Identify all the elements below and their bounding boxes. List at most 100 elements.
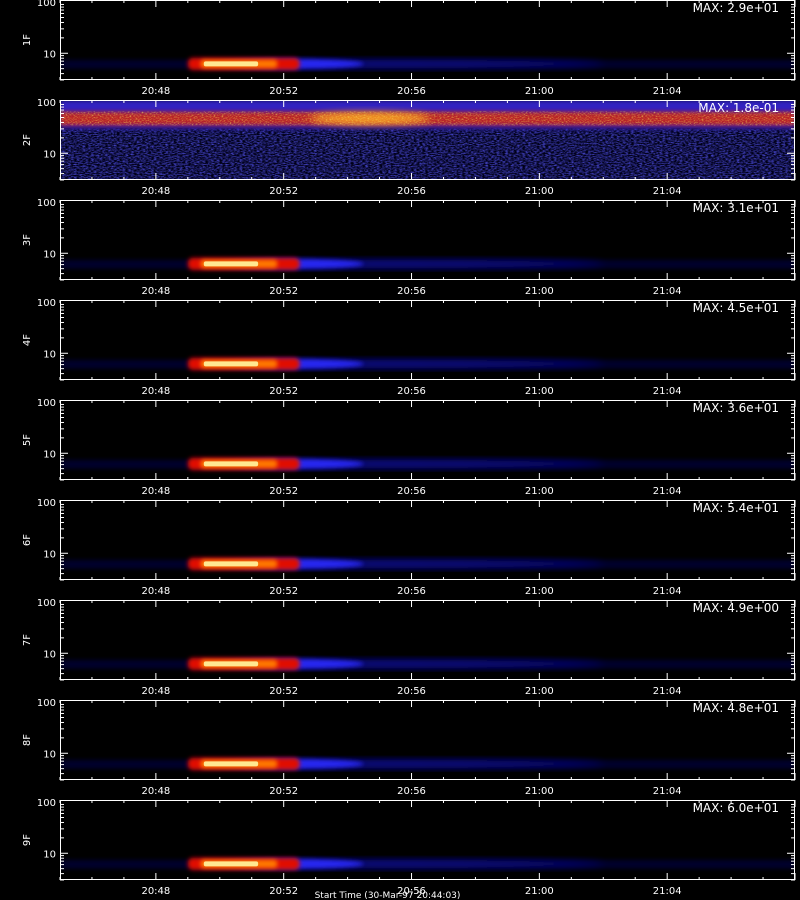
x-tick-label: 20:56 (397, 886, 426, 897)
x-tick-label: 20:56 (397, 286, 426, 297)
y-tick-label: 10 (43, 549, 56, 560)
x-axis: 20:48 20:52 20:56 21:00 21:04 (59, 700, 796, 797)
x-tick-label: 20:48 (141, 686, 170, 697)
panel-9f: 10 100 20:48 20:52 20:56 21:00 21:04 9F MAX: 6.0… (22, 798, 796, 897)
panel-label: 9F (22, 834, 33, 846)
flare-peak (203, 861, 259, 867)
plot-frame (60, 600, 795, 680)
x-tick-label: 20:52 (269, 586, 298, 597)
y-tick-label: 100 (37, 498, 56, 509)
y-tick-label: 100 (37, 398, 56, 409)
x-axis: 20:48 20:52 20:56 21:00 21:04 (59, 800, 796, 897)
plot-frame (60, 100, 795, 180)
x-tick-label: 20:52 (269, 386, 298, 397)
x-tick-label: 20:48 (141, 86, 170, 97)
panel-6f: 10 100 20:48 20:52 20:56 21:00 21:04 6F MAX: 5.4… (22, 498, 796, 597)
panel-label: 2F (22, 134, 33, 146)
x-tick-label: 20:56 (397, 786, 426, 797)
x-tick-label: 21:04 (653, 686, 682, 697)
x-tick-label: 21:00 (525, 886, 554, 897)
x-tick-label: 20:48 (141, 186, 170, 197)
flare-peak (203, 361, 259, 367)
x-tick-label: 20:52 (269, 686, 298, 697)
panel-1f: 10 100 20:48 20:52 20:56 21:00 21:04 1F MAX: 2.9… (22, 0, 796, 97)
panel-3f: 10 100 20:48 20:52 20:56 21:00 21:04 3F MAX: 3.1… (22, 198, 796, 297)
x-tick-label: 21:00 (525, 686, 554, 697)
y-tick-label: 10 (43, 49, 56, 60)
x-tick-label: 21:04 (653, 286, 682, 297)
y-axis: 10 100 (37, 598, 795, 681)
y-axis: 10 100 (37, 698, 795, 781)
y-tick-label: 100 (37, 98, 56, 109)
emission (60, 557, 795, 570)
panel-label: 1F (22, 34, 33, 46)
y-tick-label: 100 (37, 798, 56, 809)
flare-peak (203, 561, 259, 567)
x-tick-label: 20:52 (269, 286, 298, 297)
max-value-label: MAX: 2.9e+01 (693, 1, 779, 15)
x-tick-label: 20:56 (397, 186, 426, 197)
max-value-label: MAX: 4.5e+01 (693, 301, 779, 315)
x-axis: 20:48 20:52 20:56 21:00 21:04 (59, 600, 796, 697)
x-tick-label: 20:52 (269, 486, 298, 497)
band-speckle (60, 111, 795, 126)
flare-peak (203, 261, 259, 267)
panel-8f: 10 100 20:48 20:52 20:56 21:00 21:04 8F MAX: 4.8… (22, 698, 796, 797)
panel-label: 3F (22, 234, 33, 246)
y-tick-label: 100 (37, 698, 56, 709)
x-tick-label: 20:56 (397, 686, 426, 697)
emission (60, 857, 795, 870)
plot-frame (60, 800, 795, 880)
emission (60, 457, 795, 470)
y-tick-label: 100 (37, 198, 56, 209)
x-tick-label: 21:00 (525, 586, 554, 597)
y-tick-label: 10 (43, 249, 56, 260)
noise-field (60, 128, 795, 180)
panel-label: 8F (22, 734, 33, 746)
x-tick-label: 21:04 (653, 186, 682, 197)
x-tick-label: 20:52 (269, 186, 298, 197)
x-axis: 20:48 20:52 20:56 21:00 21:04 (59, 0, 796, 97)
x-tick-label: 20:56 (397, 486, 426, 497)
plot-frame (60, 300, 795, 380)
y-axis: 10 100 (37, 98, 795, 181)
panel-5f: 10 100 20:48 20:52 20:56 21:00 21:04 5F MAX: 3.6… (22, 398, 796, 497)
x-tick-label: 20:56 (397, 586, 426, 597)
plot-frame (60, 200, 795, 280)
emission (60, 100, 795, 180)
x-tick-label: 20:48 (141, 586, 170, 597)
x-tick-label: 20:48 (141, 386, 170, 397)
y-tick-label: 100 (37, 598, 56, 609)
emission (60, 357, 795, 370)
x-tick-label: 21:00 (525, 186, 554, 197)
x-tick-label: 20:52 (269, 86, 298, 97)
x-tick-label: 20:48 (141, 286, 170, 297)
x-tick-label: 20:48 (141, 786, 170, 797)
flare-peak (203, 461, 259, 467)
x-tick-label: 20:56 (397, 86, 426, 97)
max-value-label: MAX: 4.9e+00 (693, 601, 779, 615)
y-tick-label: 10 (43, 649, 56, 660)
y-tick-label: 10 (43, 149, 56, 160)
panel-2f: 10 100 20:48 20:52 20:56 21:00 21:04 2F MAX: 1.8… (22, 98, 796, 197)
x-tick-label: 21:00 (525, 86, 554, 97)
max-value-label: MAX: 4.8e+01 (693, 701, 779, 715)
max-value-label: MAX: 3.1e+01 (693, 201, 779, 215)
y-axis: 10 100 (37, 398, 795, 481)
y-axis: 10 100 (37, 198, 795, 281)
x-tick-label: 21:04 (653, 886, 682, 897)
x-tick-label: 21:04 (653, 86, 682, 97)
x-axis: 20:48 20:52 20:56 21:00 21:04 (59, 200, 796, 297)
y-tick-label: 10 (43, 849, 56, 860)
x-tick-label: 20:48 (141, 486, 170, 497)
max-value-label: MAX: 3.6e+01 (693, 401, 779, 415)
x-tick-label: 20:52 (269, 786, 298, 797)
max-value-label: MAX: 1.8e-01 (698, 101, 779, 115)
plot-frame (60, 0, 795, 80)
y-tick-label: 10 (43, 349, 56, 360)
emission (60, 657, 795, 670)
emission (60, 57, 795, 70)
y-axis: 10 100 (37, 0, 795, 81)
x-axis: 20:48 20:52 20:56 21:00 21:04 (59, 300, 796, 397)
